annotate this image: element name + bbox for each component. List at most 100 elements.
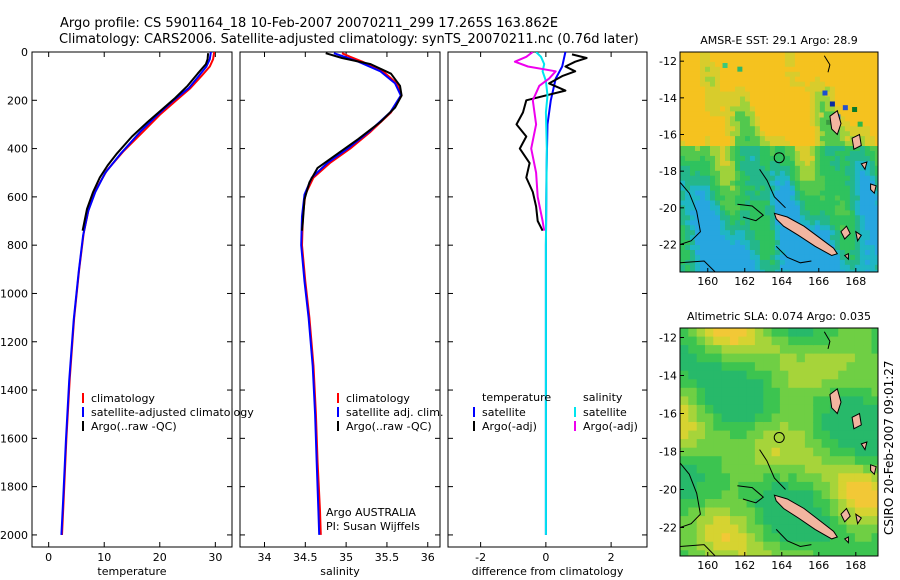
sst-cell (779, 146, 786, 152)
sst-cell (834, 230, 841, 236)
sst-cell (844, 66, 851, 73)
sla-cell (713, 430, 723, 440)
sst-cell (799, 250, 806, 256)
sst-cell (869, 259, 876, 266)
sla-cell (746, 499, 756, 509)
sst-cell (789, 200, 796, 206)
sst-cell (730, 160, 736, 167)
sst-xtick-label: 168 (845, 275, 866, 288)
sst-cell (685, 86, 691, 93)
sla-cell (746, 328, 756, 338)
sla-cell (804, 541, 814, 551)
sst-cell (754, 259, 761, 266)
sst-cell (864, 175, 871, 182)
sst-cell (809, 200, 816, 206)
sst-cell (779, 259, 786, 266)
sst-cell (804, 116, 811, 122)
sst-cell (710, 66, 716, 73)
sst-cell (859, 101, 866, 108)
sst-cell (809, 245, 816, 251)
sla-cell (829, 550, 839, 556)
sst-cell (764, 155, 771, 162)
sst-cell (735, 141, 741, 147)
sla-cell (838, 353, 848, 363)
sst-cell (849, 269, 856, 272)
sst-cell (695, 259, 701, 266)
sla-cell (688, 404, 698, 415)
sst-cell (764, 185, 771, 192)
sst-cell (690, 56, 696, 63)
sst-cell (774, 175, 781, 182)
sla-cell (813, 464, 823, 474)
sst-cell (814, 131, 821, 137)
sst-cell (759, 215, 766, 221)
sst-cell (759, 146, 766, 152)
sla-cell (796, 328, 806, 338)
sst-cell (725, 71, 731, 78)
sst-cell (705, 250, 711, 256)
sst-cell (769, 126, 776, 132)
sst-cell (740, 230, 746, 236)
sst-cell (745, 111, 751, 117)
sla-cell (730, 533, 739, 543)
sla-cell (796, 481, 806, 492)
sst-cell (705, 81, 711, 88)
sla-cell (871, 336, 878, 346)
sst-title: AMSR-E SST: 29.1 Argo: 28.9 (700, 34, 858, 47)
sst-cell (834, 185, 841, 192)
sst-cell (869, 136, 876, 142)
sst-cell (754, 200, 761, 206)
sst-depth-contour (737, 203, 765, 222)
sst-cell (784, 195, 791, 201)
sla-cell (838, 481, 848, 492)
sst-cell (745, 269, 751, 272)
sst-cell (774, 200, 781, 206)
sst-cell (854, 91, 861, 98)
sst-cell (720, 220, 726, 226)
sst-cell (799, 155, 806, 162)
sla-cell (788, 516, 798, 526)
sla-cell (829, 516, 839, 526)
sla-cell (705, 550, 714, 556)
sst-cell (794, 165, 801, 172)
sst-cell (844, 52, 851, 58)
sst-cell (869, 126, 876, 132)
sst-cell (730, 215, 736, 221)
sst-cell (764, 56, 771, 63)
sst-cell (700, 240, 706, 246)
sst-cell (784, 131, 791, 137)
sst-cell (869, 215, 876, 221)
sst-cell (784, 56, 791, 63)
sst-cell (864, 195, 871, 201)
sla-cell (838, 328, 848, 338)
sst-cell (749, 126, 756, 132)
sla-cell (871, 353, 878, 363)
sla-cell (804, 379, 814, 389)
sla-cell (721, 533, 731, 543)
sla-cell (705, 396, 714, 406)
sla-cell (771, 550, 781, 556)
sst-cell (759, 52, 766, 58)
sla-cell (804, 396, 814, 406)
sla-cell (829, 473, 839, 483)
sst-cell (874, 269, 878, 272)
sst-cell (814, 170, 821, 177)
sla-cell (705, 336, 714, 346)
sst-cell (740, 146, 746, 152)
sst-cell (849, 170, 856, 177)
sst-cell (754, 126, 761, 132)
sla-xtick-label: 168 (845, 559, 866, 572)
sst-cell (680, 225, 686, 231)
sst-cell (690, 175, 696, 182)
sst-cell (869, 141, 876, 147)
sst-cell (824, 71, 831, 78)
sst-cell (794, 180, 801, 187)
sst-cell (849, 220, 856, 226)
sst-cell (849, 56, 856, 63)
sla-cell (871, 456, 878, 466)
sla-cell (713, 379, 723, 389)
sst-cell (710, 210, 716, 216)
sst-cell (685, 52, 691, 58)
sst-cell (700, 245, 706, 251)
sst-cell (710, 111, 716, 117)
